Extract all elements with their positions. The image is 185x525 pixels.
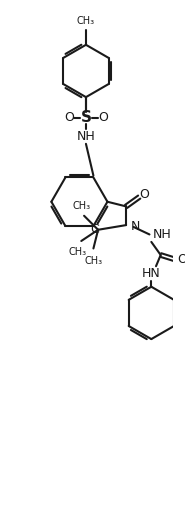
Text: HN: HN [142,267,161,280]
Text: C: C [90,223,99,236]
Text: CH₃: CH₃ [77,16,95,26]
Text: NH: NH [77,130,95,143]
Text: N: N [131,220,140,234]
Text: CH₃: CH₃ [72,201,90,211]
Text: S: S [80,110,91,125]
Text: O: O [177,253,185,266]
Text: CH₃: CH₃ [68,247,87,257]
Text: CH₃: CH₃ [84,256,102,266]
Text: NH: NH [152,228,171,241]
Text: O: O [64,111,74,124]
Text: O: O [98,111,108,124]
Text: O: O [139,188,149,201]
